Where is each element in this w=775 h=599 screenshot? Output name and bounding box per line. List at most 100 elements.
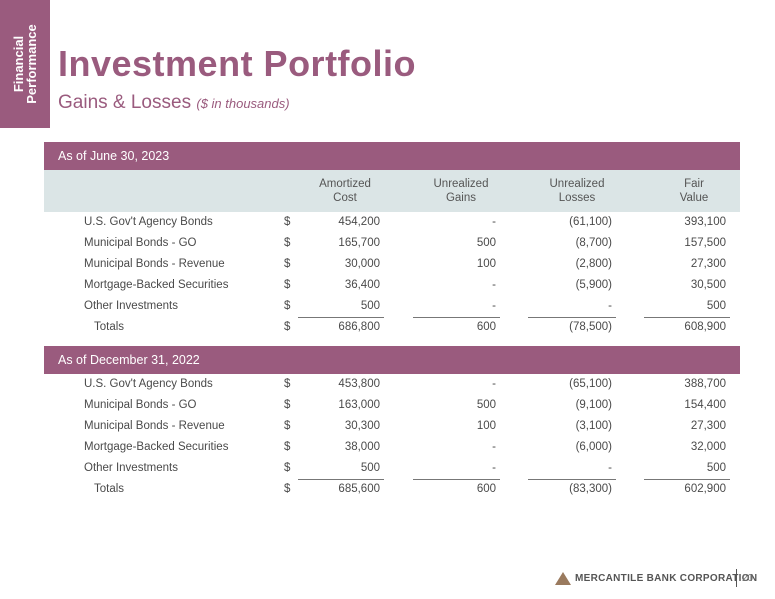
unrealized-gains-value: - [492,378,496,390]
subtotal-rule-fair [644,317,730,318]
subtotal-rule-cost [298,479,384,480]
total-fair-value: 602,900 [684,483,726,495]
row-label: Municipal Bonds - GO [84,237,197,249]
table-row: U.S. Gov't Agency Bonds $ 454,200 - (61,… [44,212,740,233]
col-header-fair-value: Fair Value [679,178,709,204]
unrealized-losses-value: (9,100) [575,399,612,411]
amortized-cost-value: 500 [360,300,380,312]
dollar-sign: $ [284,216,291,228]
section-side-tab: Financial Performance [0,0,50,128]
unrealized-losses-value: (8,700) [575,237,612,249]
totals-row: Totals $ 686,800 600 (78,500) 608,900 [44,317,740,338]
dollar-sign: $ [284,300,291,312]
unrealized-losses-value: (61,100) [569,216,612,228]
table-row: Municipal Bonds - GO $ 165,700 500 (8,70… [44,233,740,254]
dollar-sign: $ [284,399,291,411]
dollar-sign: $ [284,483,291,495]
unrealized-losses-value: - [608,462,612,474]
totals-row: Totals $ 685,600 600 (83,300) 602,900 [44,479,740,500]
fair-value-value: 157,500 [684,237,726,249]
unrealized-gains-value: - [492,300,496,312]
row-label: U.S. Gov't Agency Bonds [84,216,213,228]
dollar-sign: $ [284,279,291,291]
subtotal-rule-losses [528,479,616,480]
fair-value-value: 27,300 [690,420,726,432]
total-amortized-cost: 685,600 [338,483,380,495]
table-row: Municipal Bonds - Revenue $ 30,300 100 (… [44,416,740,437]
unrealized-gains-value: 500 [476,237,496,249]
table-row: Mortgage-Backed Securities $ 38,000 - (6… [44,437,740,458]
company-logo: MERCANTILE BANK CORPORATION [555,571,757,585]
fair-value-value: 500 [706,462,726,474]
section-bar-june-2023: As of June 30, 2023 [44,142,740,170]
unrealized-gains-value: 100 [476,258,496,270]
subtotal-rule-gains [413,479,500,480]
unrealized-losses-value: (5,900) [575,279,612,291]
table-row: Mortgage-Backed Securities $ 36,400 - (5… [44,275,740,296]
unrealized-losses-value: (6,000) [575,441,612,453]
dollar-sign: $ [284,420,291,432]
fair-value-value: 388,700 [684,378,726,390]
table-row: U.S. Gov't Agency Bonds $ 453,800 - (65,… [44,374,740,395]
row-label: Municipal Bonds - GO [84,399,197,411]
amortized-cost-value: 165,700 [338,237,380,249]
fair-value-value: 27,300 [690,258,726,270]
amortized-cost-value: 454,200 [338,216,380,228]
unrealized-gains-value: - [492,462,496,474]
table-row: Other Investments $ 500 - - 500 [44,296,740,317]
fair-value-value: 154,400 [684,399,726,411]
unrealized-losses-value: (2,800) [575,258,612,270]
unrealized-gains-value: - [492,441,496,453]
table-row: Other Investments $ 500 - - 500 [44,458,740,479]
dollar-sign: $ [284,321,291,333]
table-row: Municipal Bonds - Revenue $ 30,000 100 (… [44,254,740,275]
page-number: 20 [742,573,754,584]
row-label: Municipal Bonds - Revenue [84,420,225,432]
unrealized-losses-value: (3,100) [575,420,612,432]
subtitle-text: Gains & Losses [58,92,192,113]
page-title: Investment Portfolio [58,43,417,84]
unrealized-losses-value: - [608,300,612,312]
row-label: Mortgage-Backed Securities [84,279,229,291]
total-unrealized-gains: 600 [476,483,496,495]
fair-value-value: 32,000 [690,441,726,453]
table-row: Municipal Bonds - GO $ 163,000 500 (9,10… [44,395,740,416]
side-tab-line-2: Performance [24,24,39,104]
col-header-unrealized-losses: Unrealized Losses [549,178,605,204]
amortized-cost-value: 453,800 [338,378,380,390]
col-header-amortized-cost: Amortized Cost [319,178,371,204]
dollar-sign: $ [284,462,291,474]
total-unrealized-gains: 600 [476,321,496,333]
row-label: U.S. Gov't Agency Bonds [84,378,213,390]
dollar-sign: $ [284,258,291,270]
column-header-band: Amortized Cost Unrealized Gains Unrealized… [44,170,740,212]
totals-label: Totals [94,483,125,495]
logo-triangle-icon [555,571,571,585]
totals-label: Totals [94,321,125,333]
dollar-sign: $ [284,378,291,390]
unrealized-losses-value: (65,100) [569,378,612,390]
unrealized-gains-value: - [492,279,496,291]
subtotal-rule-cost [298,317,384,318]
fair-value-value: 393,100 [684,216,726,228]
total-unrealized-losses: (83,300) [569,483,612,495]
amortized-cost-value: 163,000 [338,399,380,411]
unrealized-gains-value: 100 [476,420,496,432]
total-amortized-cost: 686,800 [338,321,380,333]
amortized-cost-value: 30,000 [344,258,380,270]
total-fair-value: 608,900 [684,321,726,333]
amortized-cost-value: 36,400 [344,279,380,291]
row-label: Municipal Bonds - Revenue [84,258,225,270]
col-header-unrealized-gains: Unrealized Gains [433,178,489,204]
side-tab-label: Financial Performance [11,24,39,104]
subtitle-note: ($ in thousands) [196,96,290,111]
amortized-cost-value: 38,000 [344,441,380,453]
row-label: Other Investments [84,462,178,474]
subtotal-rule-fair [644,479,730,480]
section-bar-december-2022: As of December 31, 2022 [44,346,740,374]
dollar-sign: $ [284,237,291,249]
page-subtitle: Gains & Losses ($ in thousands) [58,92,290,114]
row-label: Other Investments [84,300,178,312]
company-name: MERCANTILE BANK CORPORATION [575,572,758,584]
fair-value-value: 30,500 [690,279,726,291]
